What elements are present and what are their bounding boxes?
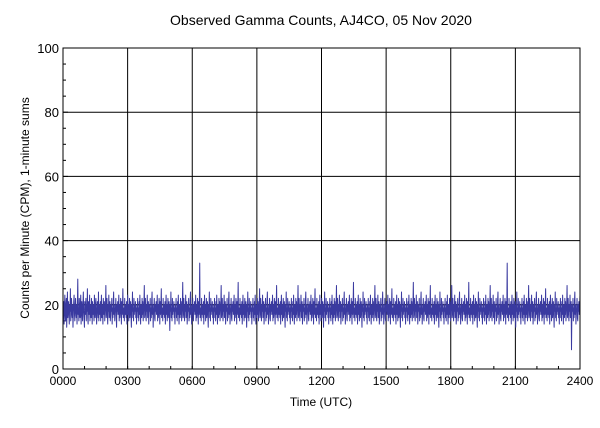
- y-tick-label-20: 20: [45, 298, 59, 313]
- plot-frame: [62, 47, 581, 370]
- y-tick-label-100: 100: [37, 41, 59, 56]
- x-tick-label-0600: 0600: [179, 374, 206, 388]
- y-tick-label-80: 80: [45, 105, 59, 120]
- x-tick-label-1800: 1800: [437, 374, 464, 388]
- y-tick-label-40: 40: [45, 234, 59, 249]
- x-tick-label-0900: 0900: [244, 374, 271, 388]
- x-axis-tick-labels: 0000 0300 0600 0900 1200 1500 1800 2100 2400: [50, 374, 594, 388]
- series-line-gamma-counts: [62, 262, 581, 351]
- x-tick-label-0300: 0300: [114, 374, 141, 388]
- y-tick-label-60: 60: [45, 169, 59, 184]
- y-tick-label-0: 0: [52, 362, 59, 377]
- x-tick-label-1500: 1500: [373, 374, 400, 388]
- x-tick-label-1200: 1200: [308, 374, 335, 388]
- y-axis-label: Counts per Minute (CPM), 1-minute sums: [18, 97, 32, 318]
- x-axis-label: Time (UTC): [290, 395, 352, 409]
- x-tick-label-2400: 2400: [567, 374, 594, 388]
- series-layer: [62, 262, 581, 351]
- x-tick-label-0000: 0000: [50, 374, 77, 388]
- y-axis-tick-labels: 0 20 40 60 80 100: [37, 41, 59, 377]
- chart-title: Observed Gamma Counts, AJ4CO, 05 Nov 202…: [170, 12, 472, 28]
- x-tick-label-2100: 2100: [502, 374, 529, 388]
